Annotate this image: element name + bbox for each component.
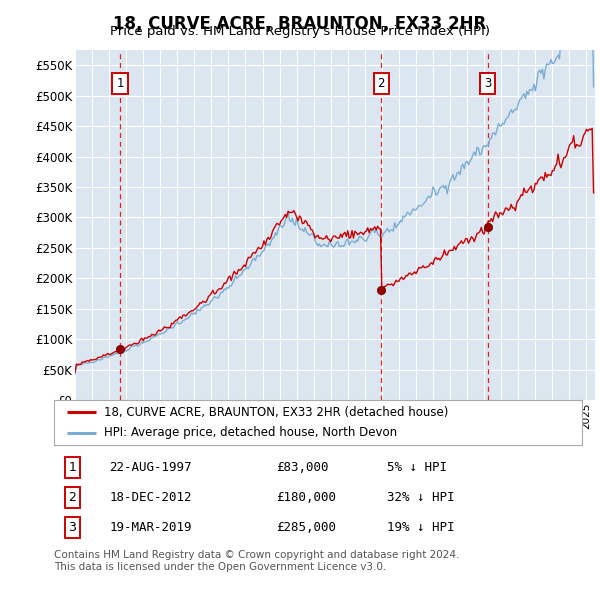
Text: 19% ↓ HPI: 19% ↓ HPI (386, 522, 454, 535)
Text: 19-MAR-2019: 19-MAR-2019 (109, 522, 192, 535)
Text: 18, CURVE ACRE, BRAUNTON, EX33 2HR: 18, CURVE ACRE, BRAUNTON, EX33 2HR (113, 15, 487, 33)
Text: 2: 2 (377, 77, 385, 90)
Text: Price paid vs. HM Land Registry's House Price Index (HPI): Price paid vs. HM Land Registry's House … (110, 25, 490, 38)
Text: £83,000: £83,000 (276, 461, 328, 474)
Text: Contains HM Land Registry data © Crown copyright and database right 2024.
This d: Contains HM Land Registry data © Crown c… (54, 550, 460, 572)
Text: 3: 3 (484, 77, 491, 90)
Text: 5% ↓ HPI: 5% ↓ HPI (386, 461, 446, 474)
Text: 18-DEC-2012: 18-DEC-2012 (109, 491, 192, 504)
Text: 1: 1 (68, 461, 76, 474)
Text: £285,000: £285,000 (276, 522, 336, 535)
Text: £180,000: £180,000 (276, 491, 336, 504)
Text: 3: 3 (68, 522, 76, 535)
Text: 18, CURVE ACRE, BRAUNTON, EX33 2HR (detached house): 18, CURVE ACRE, BRAUNTON, EX33 2HR (deta… (104, 406, 449, 419)
Text: HPI: Average price, detached house, North Devon: HPI: Average price, detached house, Nort… (104, 427, 397, 440)
Text: 32% ↓ HPI: 32% ↓ HPI (386, 491, 454, 504)
Text: 1: 1 (116, 77, 124, 90)
Text: 2: 2 (68, 491, 76, 504)
Text: 22-AUG-1997: 22-AUG-1997 (109, 461, 192, 474)
